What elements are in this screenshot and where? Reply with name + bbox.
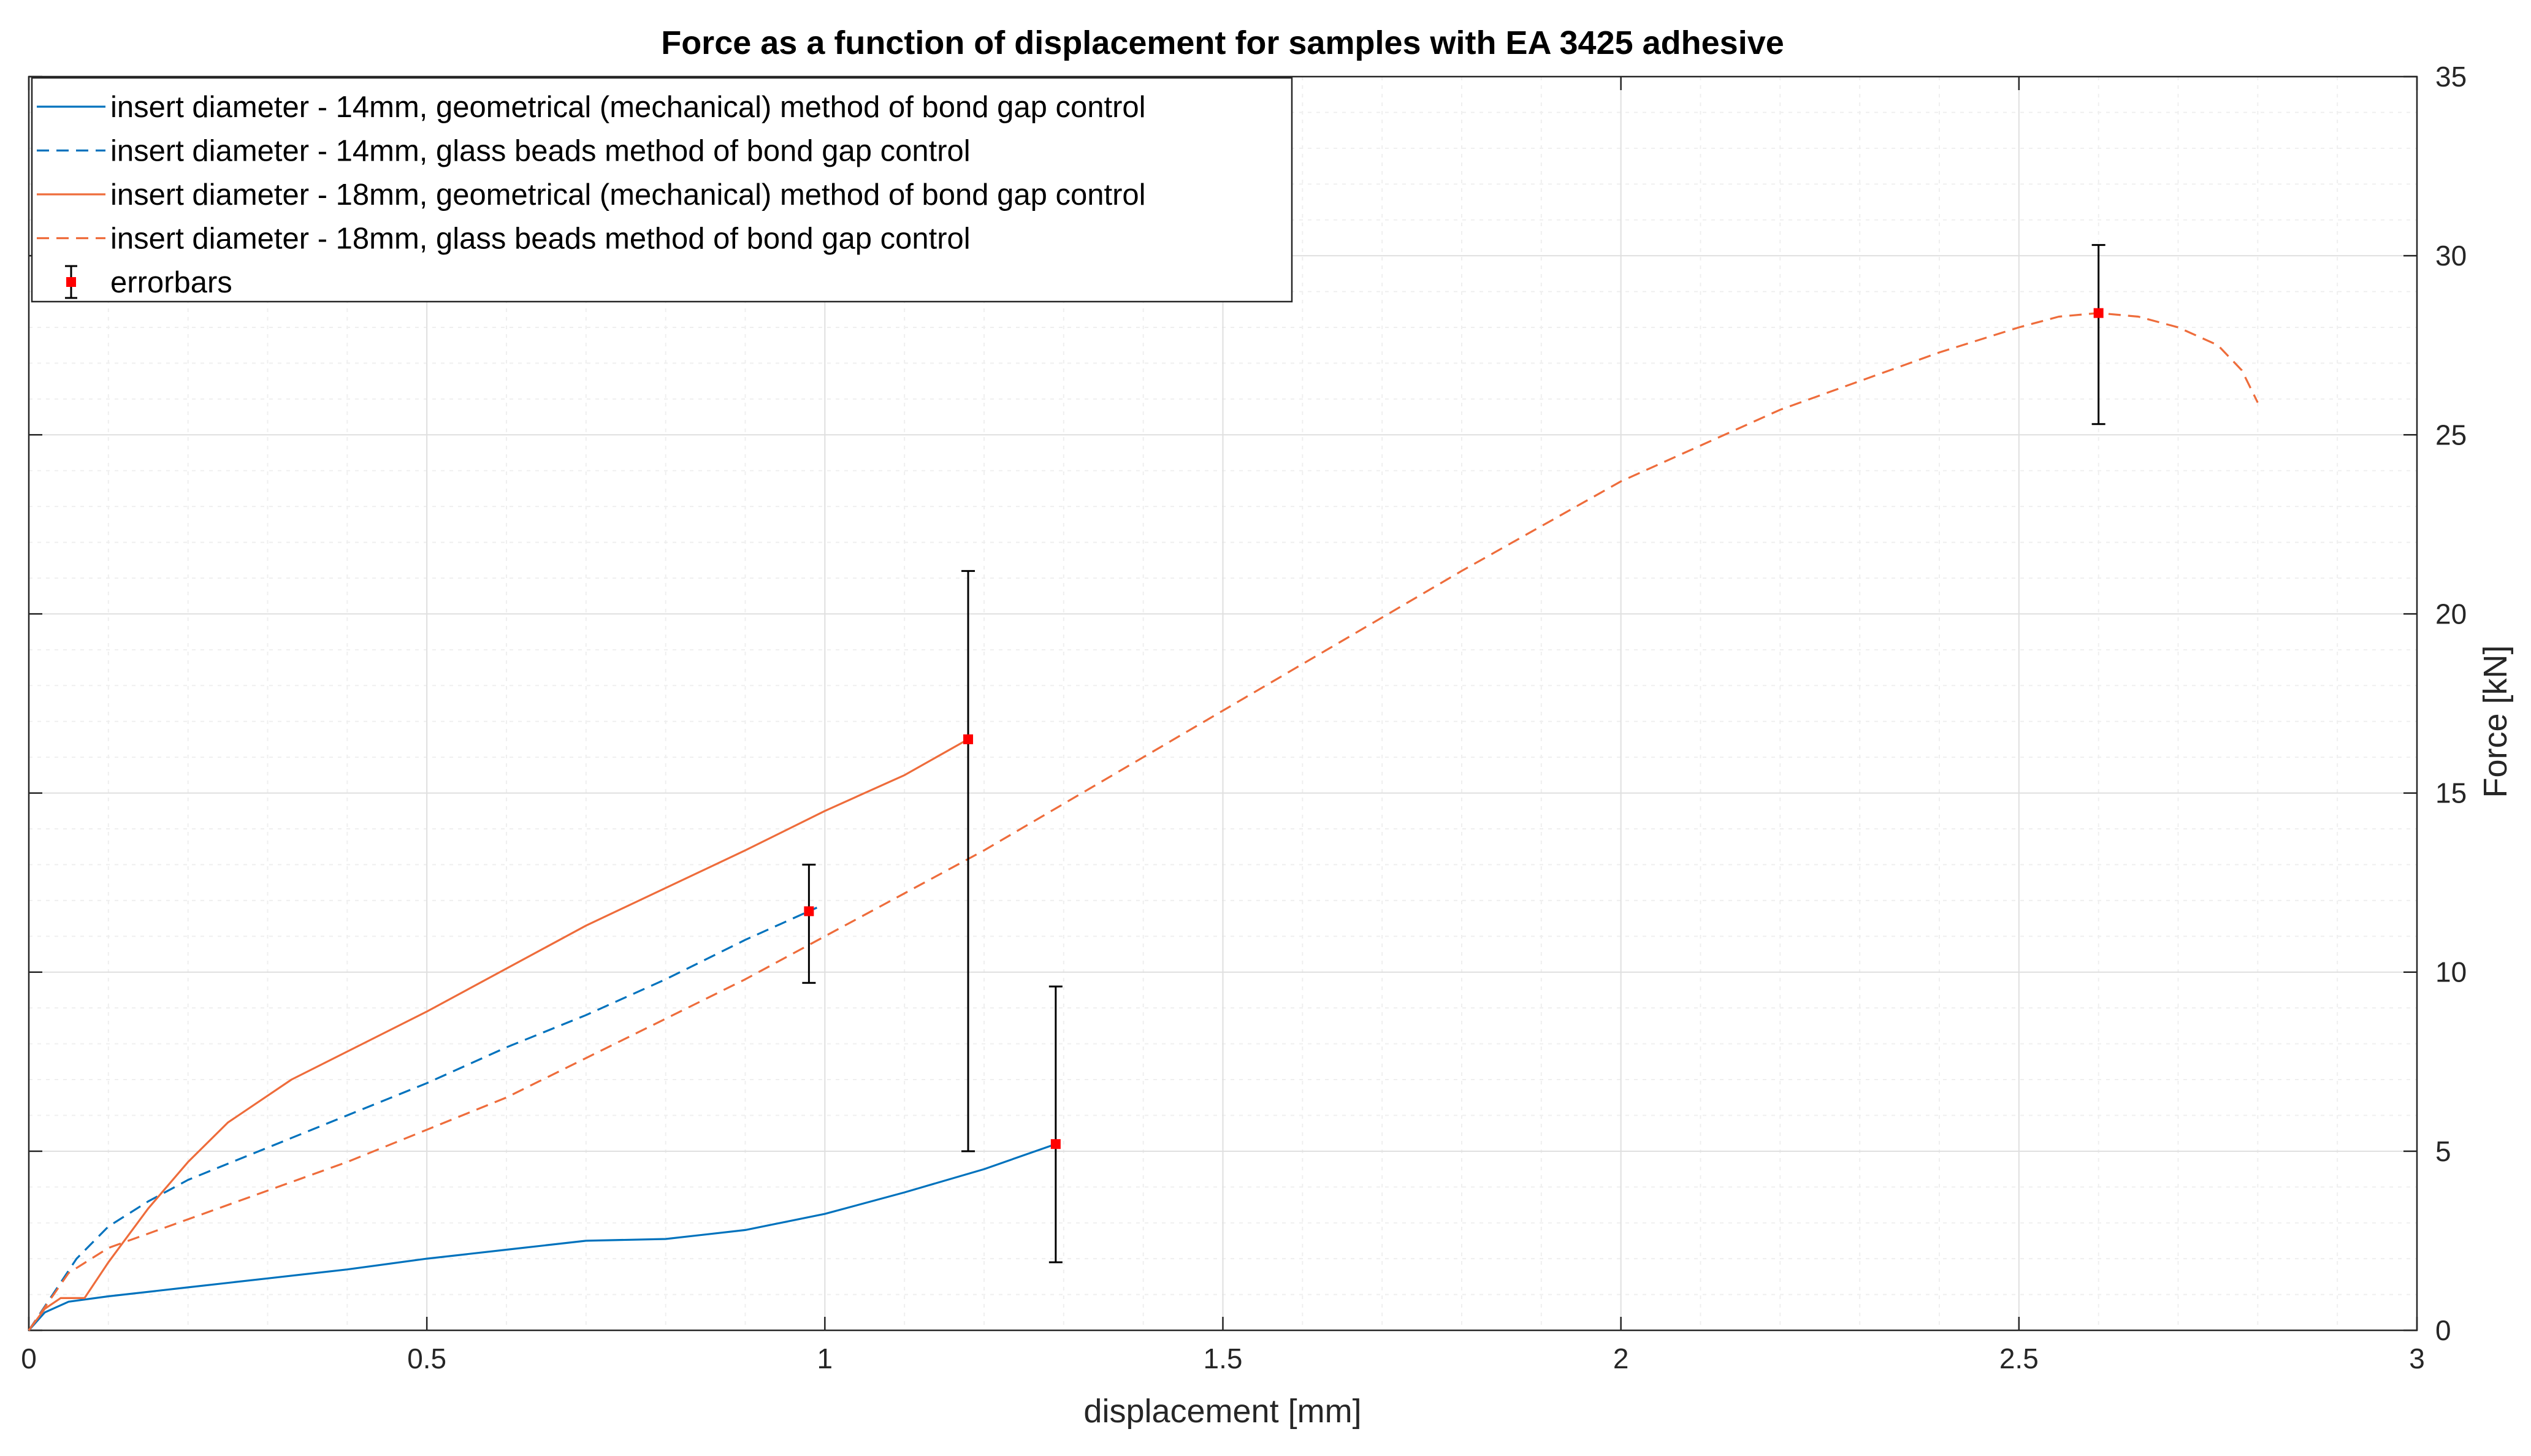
series-line <box>28 1143 1056 1332</box>
x-axis-title: displacement [mm] <box>1083 1393 1361 1430</box>
legend-label: insert diameter - 18mm, geometrical (mec… <box>110 178 1146 212</box>
x-tick-label: 0 <box>21 1343 37 1374</box>
y-tick-label: 35 <box>2435 61 2467 93</box>
legend-label: insert diameter - 18mm, glass beads meth… <box>110 223 971 256</box>
y-tick-label: 0 <box>2435 1314 2451 1346</box>
series-line <box>28 907 818 1331</box>
legend-item: insert diameter - 14mm, glass beads meth… <box>37 135 971 168</box>
legend-item: insert diameter - 18mm, geometrical (mec… <box>37 178 1146 212</box>
x-tick-label: 3 <box>2409 1343 2425 1374</box>
legend-item: insert diameter - 18mm, glass beads meth… <box>37 223 971 256</box>
errorbar-marker <box>963 734 974 744</box>
x-tick-label: 0.5 <box>407 1343 446 1374</box>
x-tick-label: 1 <box>817 1343 833 1374</box>
y-tick-label: 15 <box>2435 777 2467 809</box>
y-tick-label: 30 <box>2435 240 2467 272</box>
legend-label: insert diameter - 14mm, geometrical (mec… <box>110 91 1146 124</box>
x-tick-label: 1.5 <box>1204 1343 1243 1374</box>
y-tick-label: 20 <box>2435 598 2467 630</box>
legend: insert diameter - 14mm, geometrical (mec… <box>31 77 1293 303</box>
legend-errorbar-marker <box>66 277 76 287</box>
series-line <box>28 312 2259 1331</box>
y-tick-label: 25 <box>2435 419 2467 451</box>
errorbar-marker <box>2093 308 2104 318</box>
legend-item: errorbars <box>65 265 232 299</box>
chart-title: Force as a function of displacement for … <box>661 25 1784 61</box>
legend-label: errorbars <box>110 266 232 299</box>
errorbar-layer <box>802 244 2105 1264</box>
x-tick-label: 2 <box>1613 1343 1629 1374</box>
series-layer <box>28 312 2259 1332</box>
legend-label: insert diameter - 14mm, glass beads meth… <box>110 135 971 168</box>
legend-item: insert diameter - 14mm, geometrical (mec… <box>37 91 1146 124</box>
errorbar-marker <box>1050 1139 1061 1149</box>
x-tick-label: 2.5 <box>1999 1343 2039 1374</box>
y-axis-title: Force [kN] <box>2477 645 2514 798</box>
legend-box <box>31 77 1293 303</box>
errorbar-marker <box>804 906 814 917</box>
y-tick-label: 10 <box>2435 956 2467 988</box>
y-tick-label: 5 <box>2435 1135 2451 1167</box>
series-line <box>28 738 969 1331</box>
